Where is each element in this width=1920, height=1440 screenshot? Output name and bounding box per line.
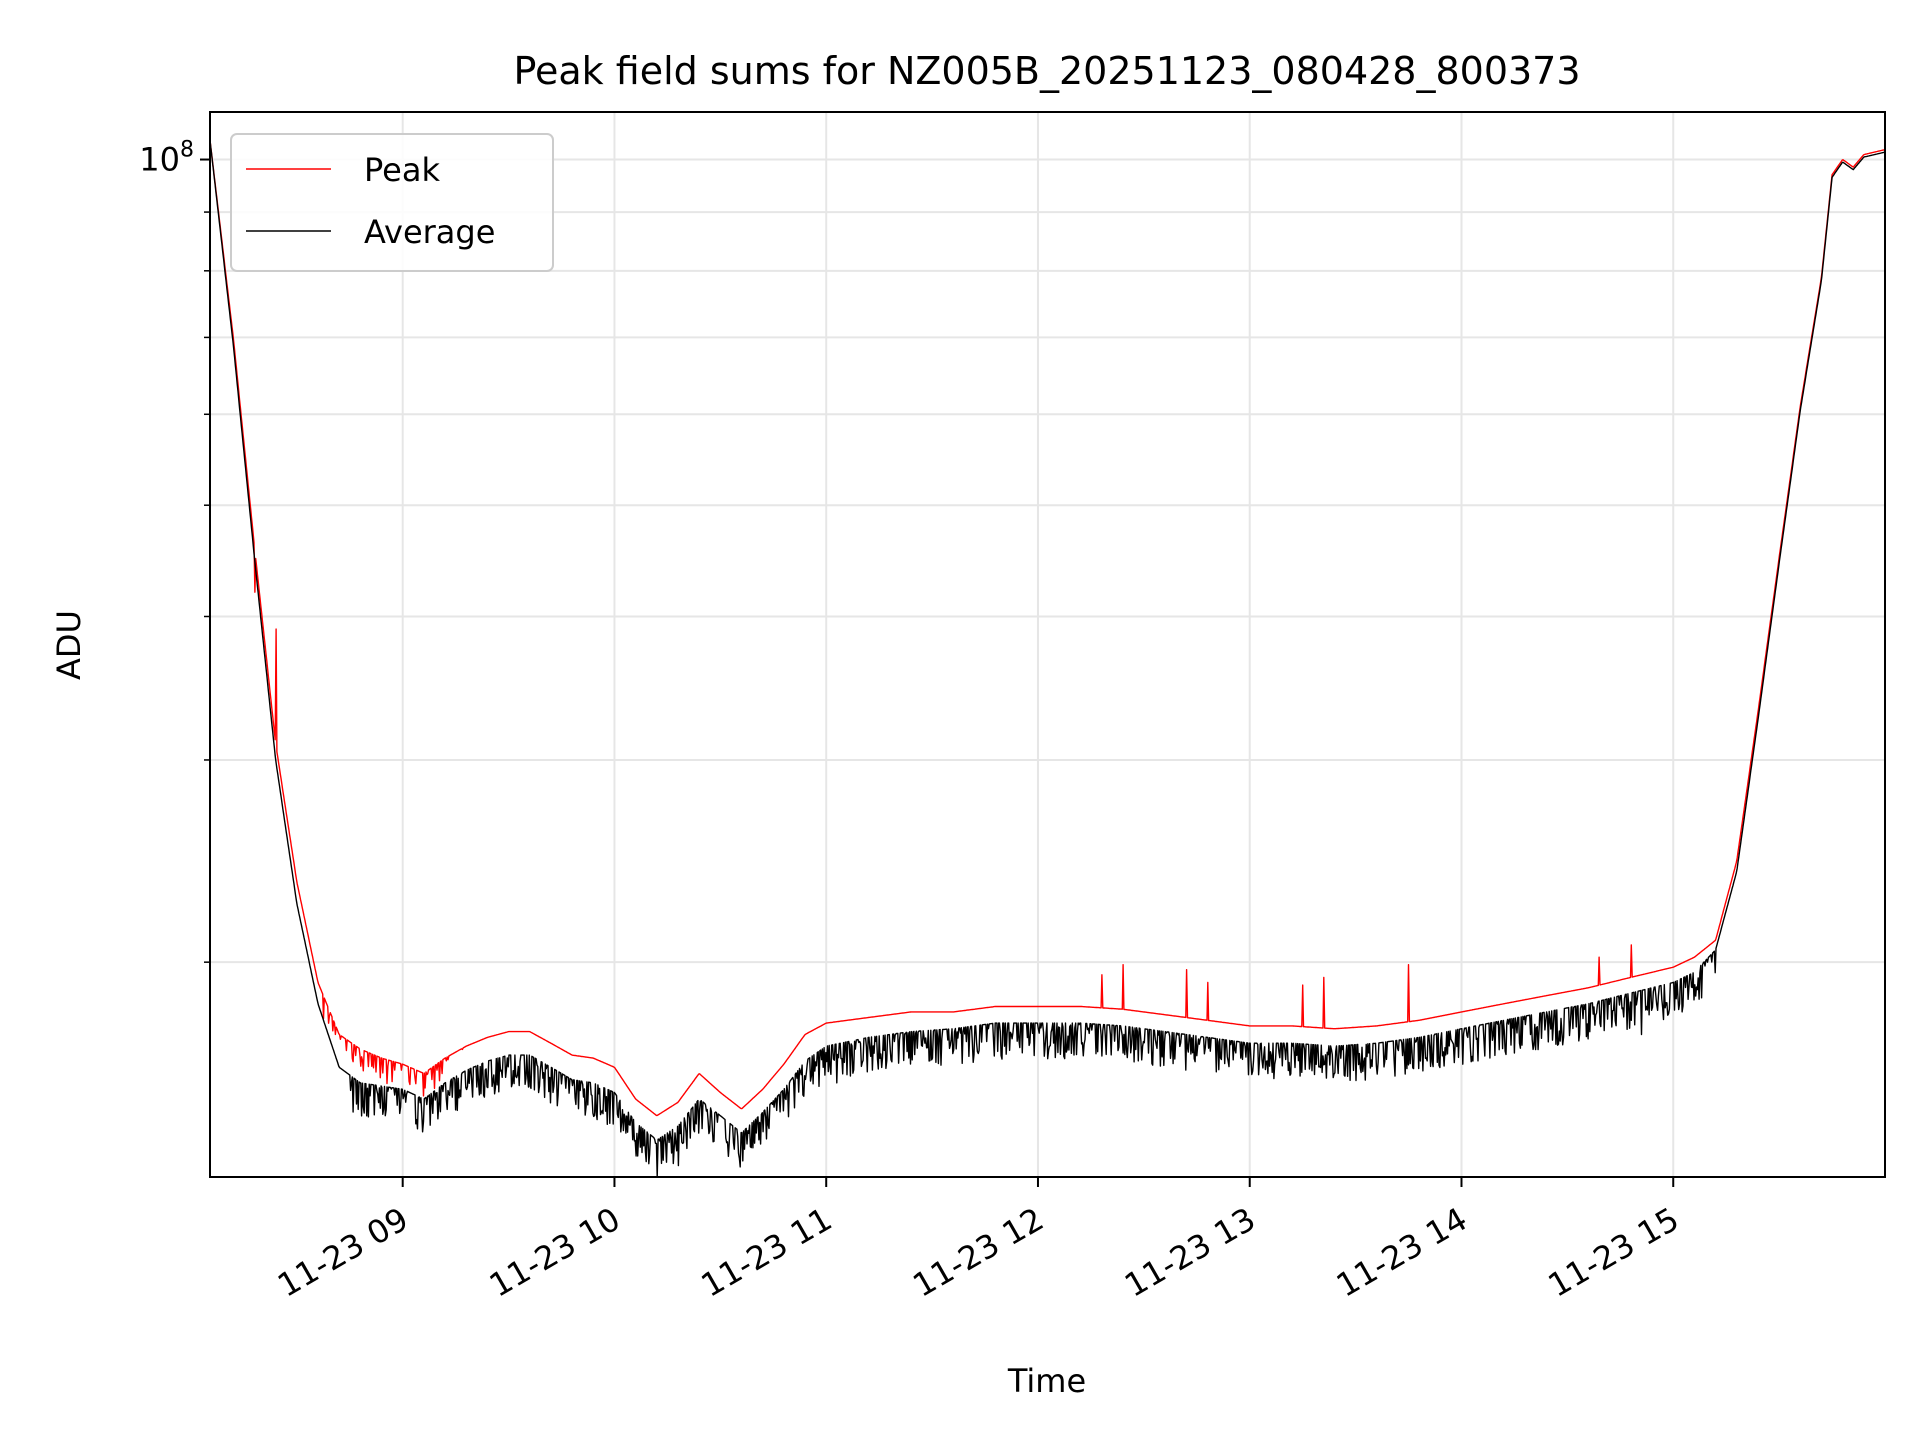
x-tick-label: 11-23 09 — [271, 1200, 415, 1305]
x-tick-label: 11-23 14 — [1330, 1200, 1474, 1305]
plot-series — [210, 139, 1885, 1177]
legend-label-peak: Peak — [364, 151, 440, 189]
legend-label-average: Average — [364, 213, 495, 251]
axis-ticks: 11-23 09 11-23 10 11-23 11 11-23 12 11-23 13… — [139, 138, 1685, 1305]
x-tick-label: 11-23 11 — [695, 1200, 839, 1305]
x-tick-label: 11-23 13 — [1118, 1200, 1262, 1305]
grid-lines — [210, 112, 1885, 1177]
x-tick-label: 11-23 10 — [483, 1200, 627, 1305]
plot-frame — [209, 111, 1886, 1178]
chart-title: Peak field sums for NZ005B_20251123_0804… — [513, 49, 1580, 93]
x-tick-label: 11-23 15 — [1542, 1200, 1686, 1305]
y-tick-label: 108 — [139, 138, 194, 179]
x-axis-label: Time — [1007, 1362, 1086, 1400]
series-line-average — [210, 139, 1885, 1177]
series-line-peak — [210, 139, 1885, 1117]
legend: Peak Average — [230, 133, 554, 272]
x-tick-label: 11-23 12 — [906, 1200, 1050, 1305]
y-axis-label: ADU — [50, 610, 88, 680]
